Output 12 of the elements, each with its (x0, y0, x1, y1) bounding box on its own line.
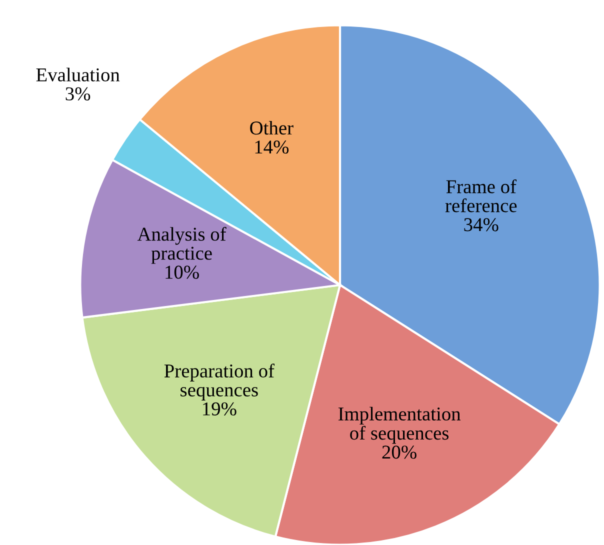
slice-label: Analysis of practice (137, 226, 226, 264)
data-label: 34% (464, 218, 498, 232)
slice-label: Frame of reference (445, 179, 517, 212)
data-label: 3% (66, 87, 90, 100)
data-label: 20% (382, 446, 416, 459)
slice-label: Implementation of sequences (338, 406, 461, 444)
slice-label: Evaluation (36, 68, 120, 82)
data-label: 14% (255, 140, 289, 154)
slice-label: Other (250, 120, 294, 135)
data-label: 19% (203, 402, 236, 416)
slice-label: Preparation of sequences (164, 364, 275, 400)
data-label: 10% (166, 266, 199, 279)
